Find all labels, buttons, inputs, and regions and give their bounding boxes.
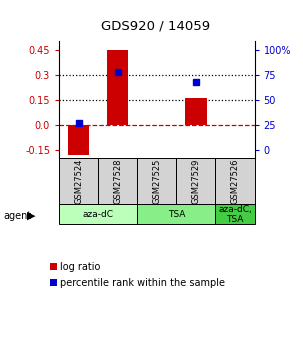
Bar <box>68 125 89 155</box>
Bar <box>107 50 128 125</box>
Text: agent: agent <box>3 211 31 220</box>
Bar <box>59 205 137 224</box>
Text: GSM27525: GSM27525 <box>152 158 161 204</box>
Text: GSM27528: GSM27528 <box>113 158 122 204</box>
Bar <box>185 98 207 125</box>
Bar <box>98 158 137 205</box>
Bar <box>50 279 57 286</box>
Bar <box>137 158 176 205</box>
Text: GSM27524: GSM27524 <box>74 158 83 204</box>
Text: log ratio: log ratio <box>60 262 100 272</box>
Text: aza-dC: aza-dC <box>83 210 114 219</box>
Text: percentile rank within the sample: percentile rank within the sample <box>60 277 225 287</box>
Bar <box>59 158 98 205</box>
Text: aza-dC,
TSA: aza-dC, TSA <box>218 205 252 224</box>
Bar <box>137 205 215 224</box>
Bar <box>215 158 255 205</box>
Text: ▶: ▶ <box>27 211 36 220</box>
Text: TSA: TSA <box>168 210 185 219</box>
Text: GDS920 / 14059: GDS920 / 14059 <box>102 20 211 33</box>
Bar <box>215 205 255 224</box>
Text: GSM27526: GSM27526 <box>231 158 239 204</box>
Text: GSM27529: GSM27529 <box>191 158 200 204</box>
Bar <box>50 263 57 270</box>
Bar <box>176 158 215 205</box>
